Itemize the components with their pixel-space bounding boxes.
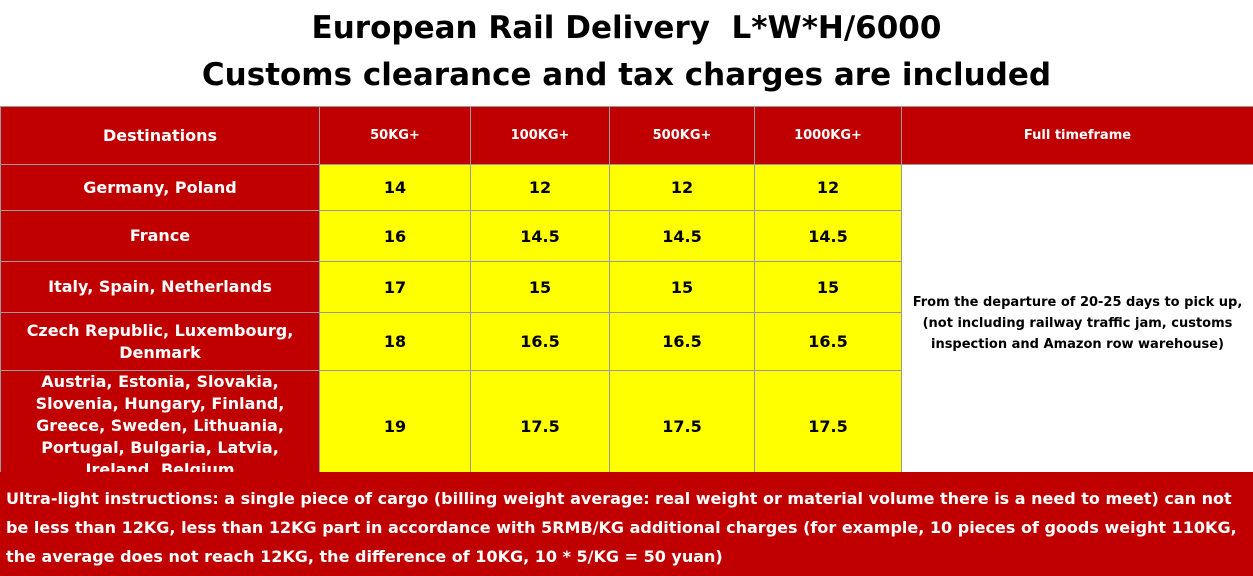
price-cell: 12 [609, 164, 755, 211]
header-100kg: 100KG+ [470, 106, 610, 165]
ultra-light-note: Ultra-light instructions: a single piece… [0, 472, 1253, 576]
price-cell: 16.5 [470, 312, 610, 371]
price-cell: 14.5 [754, 210, 902, 262]
price-cell: 19 [319, 370, 471, 482]
price-cell: 17.5 [609, 370, 755, 482]
header-50kg: 50KG+ [319, 106, 471, 165]
price-cell: 18 [319, 312, 471, 371]
destination-cell: Italy, Spain, Netherlands [0, 261, 320, 313]
page-title: European Rail Delivery L*W*H/6000 Custom… [0, 0, 1253, 106]
destination-cell: Czech Republic, Luxembourg, Denmark [0, 312, 320, 371]
price-cell: 14.5 [470, 210, 610, 262]
table-row: Italy, Spain, Netherlands 17 15 15 15 [0, 261, 1253, 313]
table-row: Germany, Poland 14 12 12 12 From the dep… [0, 164, 1253, 482]
destination-cell: Austria, Estonia, Slovakia, Slovenia, Hu… [0, 370, 320, 482]
price-cell: 15 [754, 261, 902, 313]
header-destinations: Destinations [0, 106, 320, 165]
table-row: France 16 14.5 14.5 14.5 [0, 210, 1253, 262]
price-cell: 16.5 [609, 312, 755, 371]
header-500kg: 500KG+ [609, 106, 755, 165]
price-cell: 15 [470, 261, 610, 313]
price-cell: 12 [470, 164, 610, 211]
rate-table: Destinations 50KG+ 100KG+ 500KG+ 1000KG+… [0, 106, 1253, 482]
header-full-timeframe: Full timeframe [901, 106, 1253, 165]
table-header-row: Destinations 50KG+ 100KG+ 500KG+ 1000KG+… [0, 106, 1253, 165]
price-cell: 15 [609, 261, 755, 313]
price-cell: 16 [319, 210, 471, 262]
destination-cell: France [0, 210, 320, 262]
timeframe-cell: From the departure of 20-25 days to pick… [901, 164, 1253, 482]
table-row: Austria, Estonia, Slovakia, Slovenia, Hu… [0, 370, 1253, 482]
price-cell: 14.5 [609, 210, 755, 262]
header-1000kg: 1000KG+ [754, 106, 902, 165]
table-row: Czech Republic, Luxembourg, Denmark 18 1… [0, 312, 1253, 371]
price-cell: 14 [319, 164, 471, 211]
price-cell: 17 [319, 261, 471, 313]
price-cell: 17.5 [754, 370, 902, 482]
price-cell: 12 [754, 164, 902, 211]
title-line-1: European Rail Delivery L*W*H/6000 [311, 10, 942, 46]
destination-cell: Germany, Poland [0, 164, 320, 211]
title-line-2: Customs clearance and tax charges are in… [201, 57, 1052, 93]
price-cell: 16.5 [754, 312, 902, 371]
price-cell: 17.5 [470, 370, 610, 482]
